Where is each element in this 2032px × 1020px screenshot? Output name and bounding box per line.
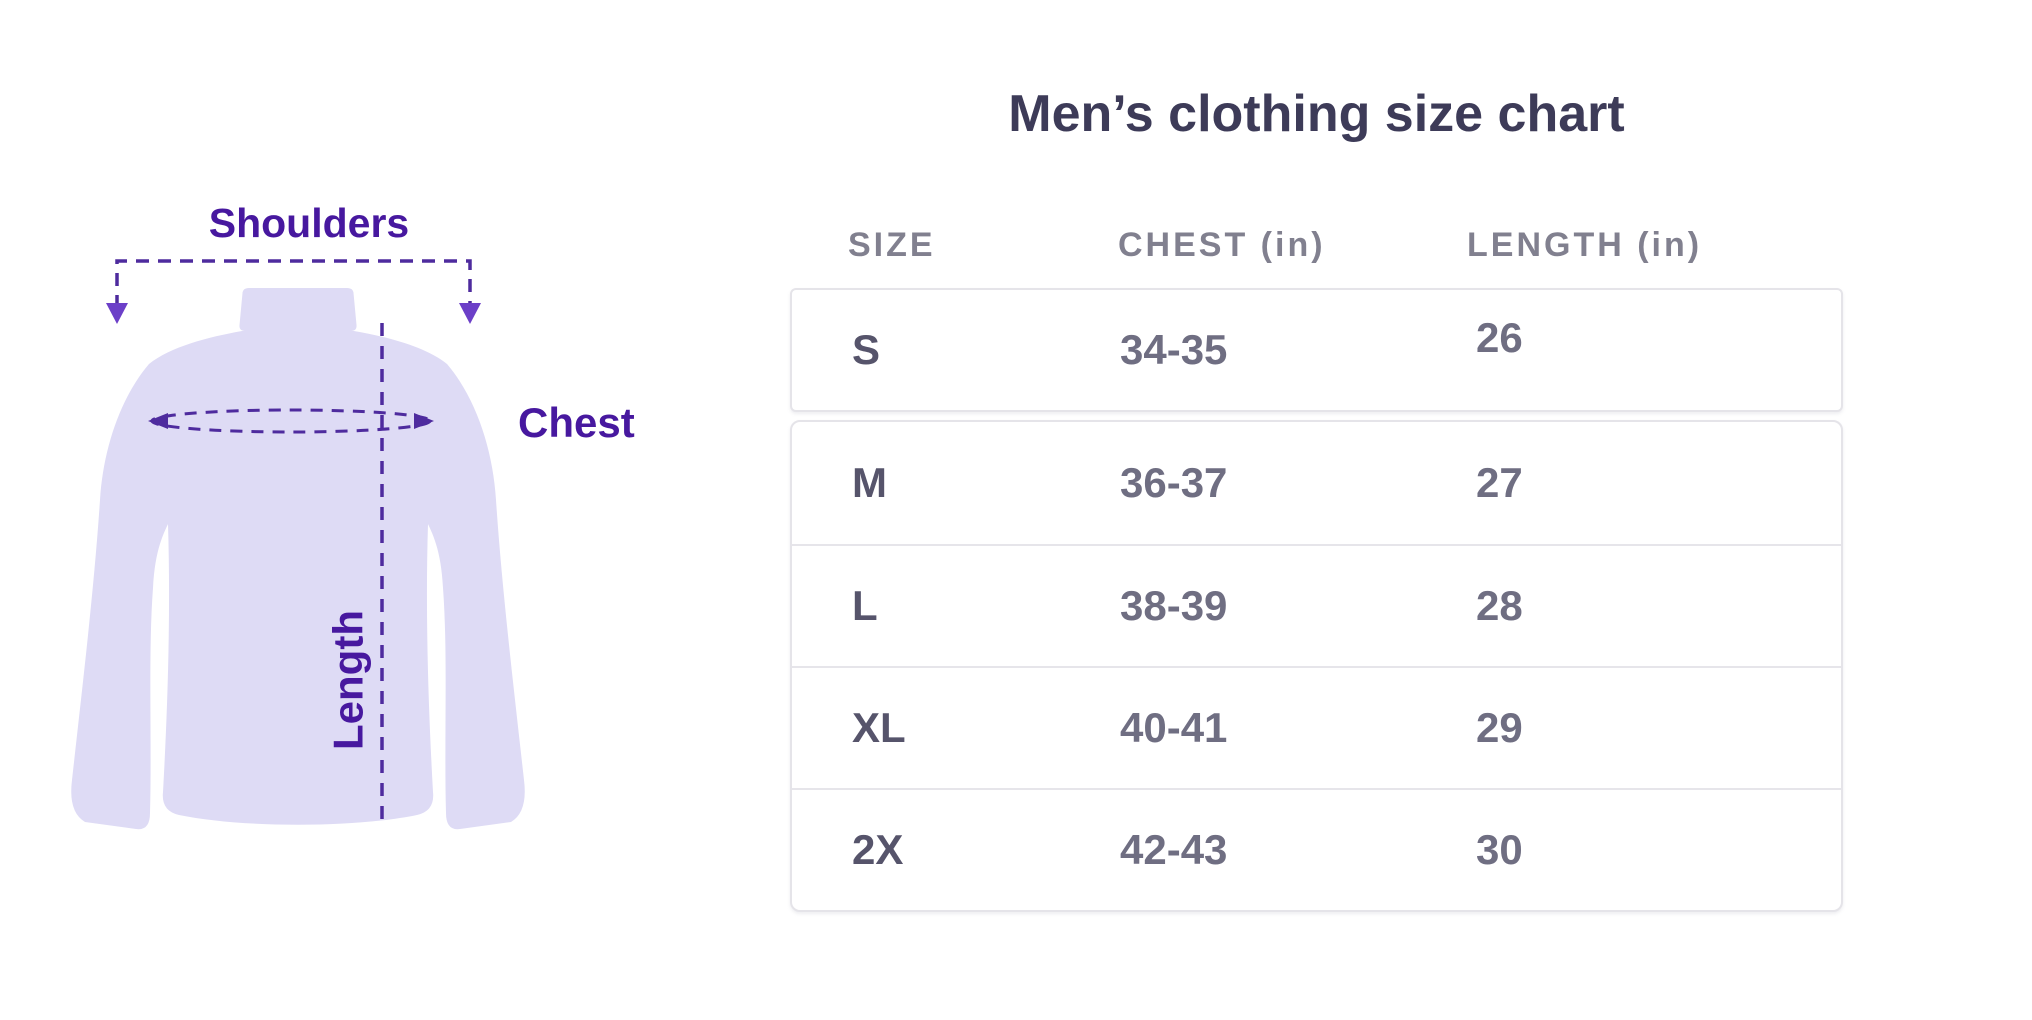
column-header-chest: CHEST (in): [1118, 226, 1326, 264]
chest-label: Chest: [518, 399, 635, 446]
size-cell: XL: [852, 704, 906, 751]
length-cell: 30: [1476, 826, 1523, 873]
length-label: Length: [325, 610, 372, 750]
chest-arrow-right-icon: [414, 413, 434, 429]
shoulders-label: Shoulders: [209, 200, 409, 246]
size-row-card-s: S 34-35 26: [790, 288, 1843, 412]
length-cell: 26: [1476, 314, 1523, 361]
size-cell: L: [852, 582, 878, 629]
table-row: 2X 42-43 30: [792, 788, 1841, 910]
chest-arrow-left-icon: [148, 413, 168, 429]
chest-cell: 42-43: [1120, 826, 1228, 873]
table-row: M 36-37 27: [792, 422, 1841, 544]
chest-cell: 34-35: [1120, 326, 1228, 373]
chest-cell: 40-41: [1120, 704, 1228, 751]
chest-cell: 36-37: [1120, 459, 1228, 506]
column-header-length: LENGTH (in): [1467, 226, 1703, 264]
shirt-body: [127, 331, 469, 825]
shoulder-arrow-down-left-icon: [106, 303, 128, 324]
length-cell: 28: [1476, 582, 1523, 629]
chest-cell: 38-39: [1120, 582, 1228, 629]
shirt-measurement-diagram: Shoulders Chest Length: [71, 200, 635, 830]
table-row: XL 40-41 29: [792, 666, 1841, 788]
shirt-left-sleeve: [71, 364, 171, 830]
size-cell: S: [852, 326, 881, 373]
size-rows-card-main: M 36-37 27 L 38-39 28 XL 40-41 29 2X 42-…: [790, 420, 1843, 912]
length-cell: 29: [1476, 704, 1523, 751]
shirt-collar: [239, 288, 357, 331]
column-header-size: SIZE: [848, 226, 936, 264]
length-cell: 27: [1476, 459, 1523, 506]
size-cell: M: [852, 459, 887, 506]
table-row: S 34-35 26: [792, 290, 1841, 410]
size-cell: 2X: [852, 826, 904, 873]
shoulders-bracket-line: [115, 259, 472, 308]
table-row: L 38-39 28: [792, 544, 1841, 666]
shirt-right-sleeve: [425, 364, 525, 830]
shoulder-arrow-down-right-icon: [459, 303, 481, 324]
page-title: Men’s clothing size chart: [1008, 85, 1625, 143]
